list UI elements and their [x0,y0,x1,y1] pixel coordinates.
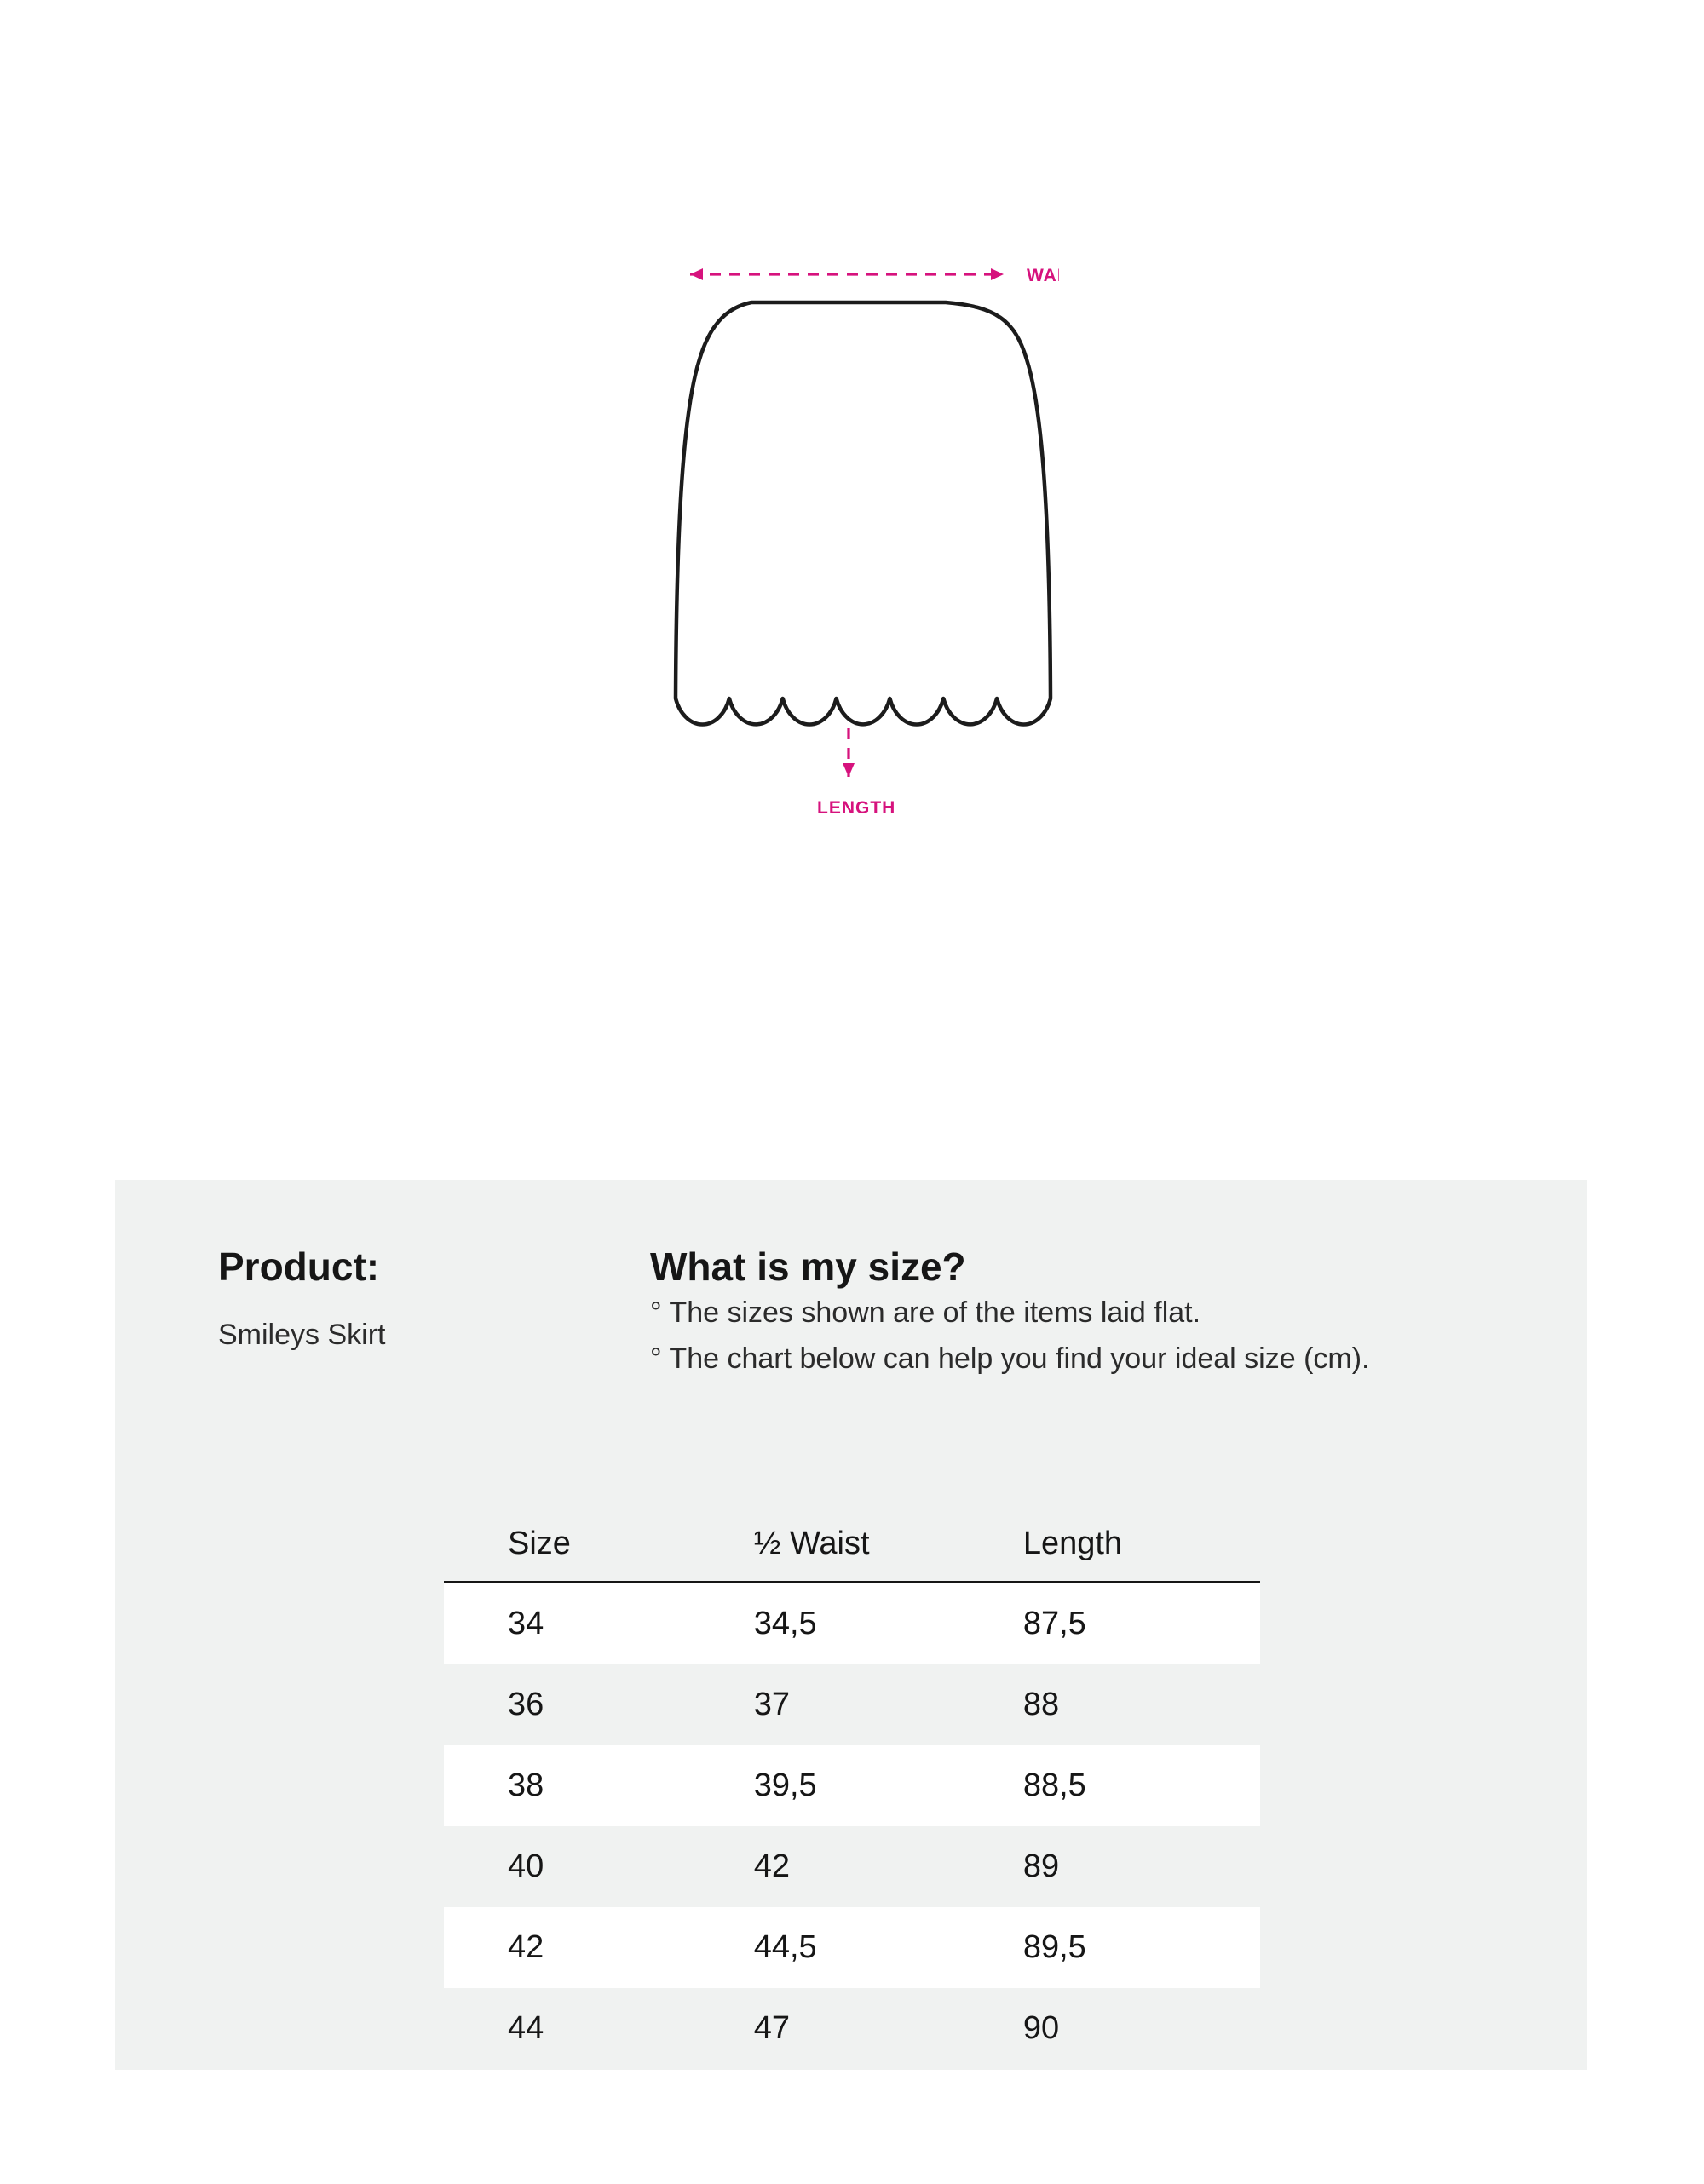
svg-text:WAIST: WAIST [1027,266,1059,285]
svg-text:LENGTH: LENGTH [817,798,895,818]
